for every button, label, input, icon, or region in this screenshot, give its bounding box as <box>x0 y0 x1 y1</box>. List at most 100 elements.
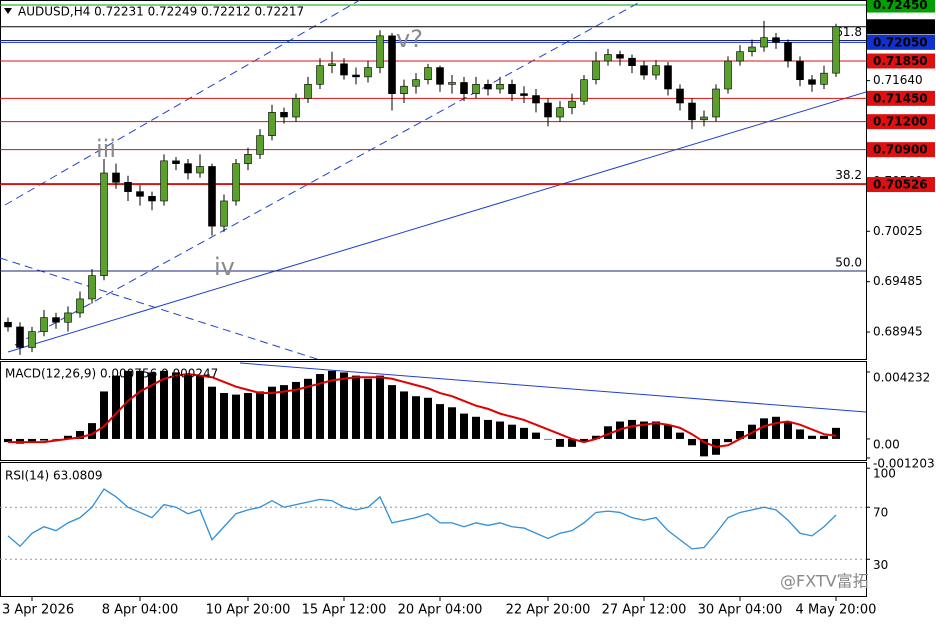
macd-bar <box>628 419 636 439</box>
candle-body <box>400 85 408 94</box>
macd-bar <box>760 418 768 439</box>
macd-bar <box>184 374 192 439</box>
x-tick-label: 10 Apr 20:00 <box>206 603 291 618</box>
candle-body <box>100 172 108 276</box>
x-tick-label: 20 Apr 04:00 <box>398 603 483 618</box>
macd-bar <box>172 372 180 439</box>
candle-body <box>52 317 60 323</box>
trendline <box>7 91 866 353</box>
macd-bar <box>568 438 576 447</box>
macd-bar <box>508 424 516 439</box>
macd-bar <box>460 413 468 439</box>
candle-body <box>688 102 696 121</box>
candle-body <box>436 67 444 85</box>
x-tick-label: 4 May 20:00 <box>796 603 877 618</box>
candle-body <box>424 67 432 80</box>
watermark: @FXTV富拓 <box>780 572 869 591</box>
macd-bar <box>388 385 396 439</box>
level-label: 0.71200 <box>873 115 928 129</box>
macd-bar <box>532 432 540 439</box>
macd-bar <box>400 391 408 439</box>
macd-bar <box>244 393 252 439</box>
macd-bar <box>196 375 204 439</box>
level-box <box>867 90 935 106</box>
macd-bar <box>28 438 36 443</box>
wave-label: iii <box>96 135 116 163</box>
channel-upper <box>4 0 361 206</box>
channel-lower <box>14 1 641 346</box>
macd-bar <box>472 416 480 439</box>
candle-body <box>724 60 732 90</box>
candle-body <box>352 74 360 78</box>
candle-body <box>172 160 180 164</box>
candle-body <box>388 35 396 94</box>
macd-bar <box>652 421 660 439</box>
macd-bar <box>772 416 780 439</box>
candle-body <box>760 37 768 48</box>
macd-bar <box>112 375 120 439</box>
wave-label: iv <box>214 253 235 281</box>
candle-body <box>628 57 636 66</box>
candle-body <box>664 65 672 90</box>
candle-body <box>184 163 192 174</box>
macd-bar <box>148 372 156 439</box>
macd-bar <box>784 421 792 439</box>
candle-body <box>820 72 828 85</box>
macd-bar <box>412 396 420 439</box>
macd-bar <box>556 438 564 447</box>
x-tick-label: 8 Apr 04:00 <box>102 603 179 618</box>
level-label: 0.72450 <box>873 0 928 12</box>
candle-body <box>676 88 684 104</box>
macd-bar <box>520 427 528 439</box>
candle-body <box>376 35 384 68</box>
candle-body <box>520 93 528 96</box>
macd-bar <box>124 370 132 439</box>
macd-bar <box>88 423 96 439</box>
candle-body <box>556 107 564 118</box>
macd-bar <box>220 393 228 439</box>
x-tick-label: 15 Apr 12:00 <box>302 603 387 618</box>
level-label: 0.70526 <box>873 178 928 192</box>
macd-bar <box>580 438 588 443</box>
candle-body <box>4 321 12 328</box>
macd-bar <box>256 391 264 439</box>
candle-body <box>136 191 144 197</box>
candle-body <box>640 65 648 76</box>
x-tick-label: 22 Apr 20:00 <box>506 603 591 618</box>
macd-bar <box>304 378 312 439</box>
macd-bar <box>376 375 384 439</box>
macd-bar <box>160 370 168 439</box>
macd-bar <box>796 429 804 439</box>
menu-icon <box>4 8 12 14</box>
candle-body <box>460 82 468 94</box>
macd-bar <box>232 394 240 439</box>
candle-body <box>244 154 252 164</box>
macd-bar <box>76 431 84 439</box>
candle-body <box>364 67 372 78</box>
candle-body <box>484 84 492 90</box>
candle-body <box>796 60 804 80</box>
rsi-label: RSI(14) 63.0809 <box>5 469 103 483</box>
candle-body <box>784 42 792 62</box>
candle-body <box>316 65 324 85</box>
candle-body <box>616 54 624 59</box>
y-tick-label: 0.68945 <box>873 325 923 339</box>
candle-body <box>832 26 840 74</box>
x-tick-label: 30 Apr 04:00 <box>698 603 783 618</box>
macd-bar <box>448 407 456 439</box>
macd-label: MACD(12,26,9) 0.000756 0.000247 <box>5 367 218 381</box>
candle-body <box>268 112 276 136</box>
x-tick-label: 27 Apr 12:00 <box>602 603 687 618</box>
candle-body <box>472 84 480 94</box>
candle-body <box>580 79 588 102</box>
level-box <box>867 0 935 13</box>
macd-bar <box>340 372 348 439</box>
candle-body <box>772 37 780 43</box>
level-box <box>867 142 935 158</box>
macd-bar <box>496 421 504 439</box>
level-label: 0.70900 <box>873 143 928 157</box>
y-tick-label: 0.004232 <box>873 370 930 384</box>
macd-bar <box>640 421 648 439</box>
